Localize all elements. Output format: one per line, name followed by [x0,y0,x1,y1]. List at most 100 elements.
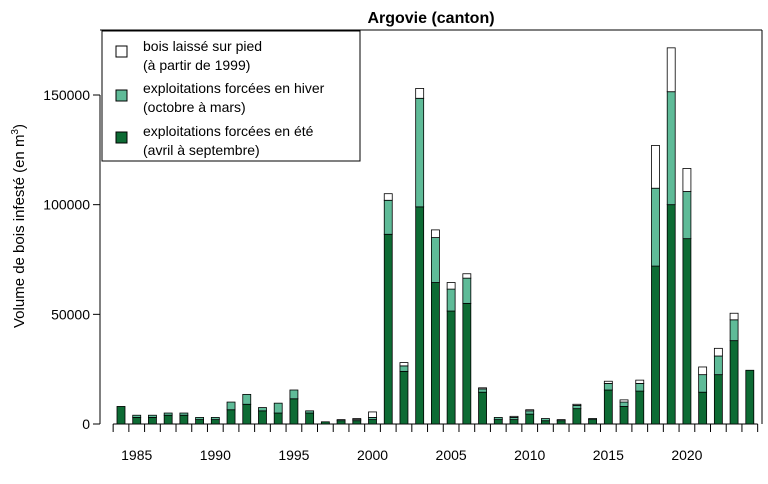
y-axis: 0 50000 100000 150000 [43,87,101,432]
legend-label-winter: exploitations forcées en hiver [143,80,325,96]
x-tick-label: 2010 [514,447,545,463]
bar-standing-2019 [666,47,676,93]
bar-standing-2021 [698,366,708,376]
bar-summer-2020 [682,238,692,425]
bar-summer-1997 [320,421,330,425]
bar-summer-2021 [698,391,708,425]
bar-winter-2021 [698,374,708,393]
bar-standing-2013 [572,403,582,406]
bar-winter-2008 [493,417,503,421]
bar-winter-1986 [148,414,157,418]
legend-label-standing: bois laissé sur pied [143,38,262,54]
bar-summer-2015 [603,389,613,425]
bar-winter-2019 [666,91,676,206]
bar-summer-2024 [745,369,755,425]
legend-swatch-summer [115,131,128,144]
bar-summer-2001 [383,233,393,425]
bar-summer-1993 [258,410,267,425]
bar-winter-2002 [399,365,409,372]
y-tick-label: 0 [82,416,90,432]
x-tick-label: 1995 [278,447,309,463]
bar-winter-2013 [572,404,582,410]
bar-summer-1999 [352,420,362,425]
bar-summer-2008 [493,419,503,425]
y-axis-label: Volume de bois infesté (en m3) [10,124,28,328]
bar-summer-2006 [462,302,472,425]
bar-winter-1990 [210,417,220,421]
bar-summer-2019 [666,204,676,425]
legend-swatch-winter [115,89,128,102]
x-tick-label: 1985 [121,447,152,463]
bar-winter-1992 [242,393,252,405]
bar-standing-2010 [525,409,535,412]
x-axis: 1985 1990 1995 2000 2005 2010 2015 2020 [112,423,759,463]
bar-winter-2015 [603,383,613,391]
bar-standing-2009 [509,415,519,418]
bar-summer-1986 [148,417,157,425]
bar-summer-2003 [415,206,425,425]
legend-label-summer-line2: (avril à septembre) [143,142,260,158]
bar-summer-2012 [556,420,566,425]
bar-summer-2014 [588,419,597,425]
bars [116,47,755,425]
bar-summer-2009 [509,419,519,425]
y-axis-label-close: ) [11,124,28,129]
x-tick-label: 2015 [593,447,624,463]
bar-summer-1988 [179,414,189,425]
bar-summer-2013 [572,408,582,425]
bar-standing-2022 [713,347,723,357]
bar-standing-2001 [383,193,393,201]
bar-winter-2017 [635,383,645,392]
bar-standing-2015 [603,380,613,384]
bar-summer-1992 [242,403,252,425]
bar-summer-1996 [305,412,315,425]
bar-summer-2004 [430,282,440,425]
bar-standing-2018 [651,145,660,189]
bar-standing-2007 [478,387,487,390]
y-tick-label: 150000 [43,87,90,103]
bar-winter-1988 [179,412,189,416]
bar-winter-2011 [541,418,550,422]
bar-summer-1990 [210,419,220,425]
bar-winter-1989 [195,417,205,421]
bar-summer-1994 [273,412,283,425]
y-tick-label: 50000 [51,306,90,322]
bar-winter-1993 [258,407,267,412]
bar-winter-2012 [556,419,566,422]
bar-winter-1995 [289,389,299,400]
chart-title: Argovie (canton) [367,10,494,27]
bar-winter-2006 [462,277,472,304]
bar-standing-2003 [415,88,425,99]
bar-standing-2002 [399,362,409,367]
bar-winter-1991 [226,401,236,411]
bar-standing-2023 [729,312,739,321]
bar-summer-1985 [132,417,142,425]
legend-label-summer: exploitations forcées en été [143,123,314,139]
bar-winter-1994 [273,402,283,414]
bar-summer-1989 [195,419,205,425]
bar-summer-2016 [619,406,629,425]
bar-standing-2005 [446,282,456,290]
bar-winter-2014 [588,418,597,421]
bar-summer-2017 [635,390,645,425]
bar-summer-1998 [336,420,346,425]
bar-standing-2020 [682,168,692,192]
legend-label-winter-line2: (octobre à mars) [143,99,246,115]
legend-label-standing-line2: (à partir de 1999) [143,57,250,73]
y-axis-label-superscript: 3 [10,129,21,135]
bar-summer-2018 [651,265,660,425]
svg-text:Volume de bois infesté (en m3): Volume de bois infesté (en m3) [10,124,28,328]
bar-summer-2005 [446,310,456,425]
bar-winter-2016 [619,401,629,407]
bar-standing-2017 [635,379,645,384]
bar-standing-2016 [619,399,629,403]
bar-summer-2010 [525,413,535,425]
x-tick-label: 2000 [357,447,388,463]
legend: bois laissé sur pied (à partir de 1999) … [101,30,361,162]
bar-summer-1995 [289,398,299,425]
bar-winter-1987 [163,412,173,416]
bar-winter-2020 [682,191,692,240]
bar-summer-2002 [399,370,409,425]
